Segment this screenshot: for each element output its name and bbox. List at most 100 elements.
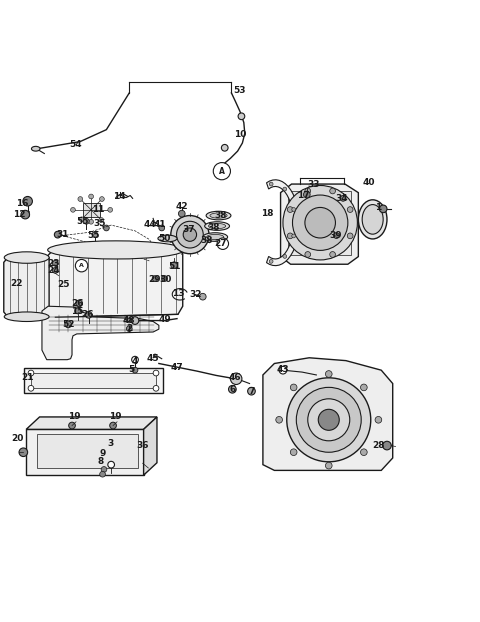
Text: 15: 15 bbox=[72, 307, 84, 317]
Text: 18: 18 bbox=[261, 209, 274, 218]
Bar bbox=[288, 191, 351, 254]
Circle shape bbox=[99, 197, 104, 202]
Text: 53: 53 bbox=[233, 86, 245, 95]
Text: 43: 43 bbox=[276, 364, 289, 374]
Circle shape bbox=[153, 386, 159, 391]
Text: 23: 23 bbox=[48, 259, 60, 268]
Ellipse shape bbox=[158, 235, 177, 242]
Circle shape bbox=[375, 417, 382, 423]
Circle shape bbox=[228, 386, 236, 393]
Circle shape bbox=[290, 449, 297, 455]
Circle shape bbox=[330, 188, 336, 194]
Text: 34: 34 bbox=[336, 194, 348, 203]
Circle shape bbox=[276, 417, 282, 423]
Text: 49: 49 bbox=[158, 315, 171, 324]
Text: 38: 38 bbox=[215, 211, 227, 220]
Circle shape bbox=[296, 388, 361, 452]
Circle shape bbox=[89, 220, 94, 224]
Polygon shape bbox=[42, 306, 159, 360]
Circle shape bbox=[99, 218, 104, 222]
Circle shape bbox=[171, 262, 178, 269]
Polygon shape bbox=[26, 429, 144, 475]
Text: 52: 52 bbox=[62, 320, 74, 329]
Text: 8: 8 bbox=[97, 457, 104, 466]
Circle shape bbox=[75, 308, 81, 314]
Circle shape bbox=[288, 207, 293, 213]
Bar bbox=[32, 373, 156, 388]
Circle shape bbox=[305, 208, 336, 238]
Circle shape bbox=[348, 233, 353, 239]
Text: 38: 38 bbox=[207, 223, 220, 232]
Circle shape bbox=[78, 197, 83, 202]
Text: 26: 26 bbox=[72, 299, 84, 308]
Ellipse shape bbox=[4, 252, 49, 263]
Ellipse shape bbox=[203, 233, 228, 241]
Circle shape bbox=[79, 217, 84, 221]
Circle shape bbox=[292, 234, 296, 238]
Text: 4: 4 bbox=[132, 356, 138, 366]
Circle shape bbox=[28, 370, 34, 376]
Circle shape bbox=[279, 366, 287, 374]
Text: 24: 24 bbox=[48, 266, 60, 275]
Polygon shape bbox=[281, 184, 359, 264]
Polygon shape bbox=[26, 417, 157, 429]
Ellipse shape bbox=[206, 211, 231, 220]
Circle shape bbox=[283, 187, 287, 191]
Text: 16: 16 bbox=[16, 198, 28, 208]
Circle shape bbox=[213, 162, 230, 180]
Ellipse shape bbox=[206, 234, 224, 239]
Circle shape bbox=[71, 208, 75, 212]
Text: 42: 42 bbox=[176, 203, 188, 211]
Circle shape bbox=[159, 225, 165, 231]
Text: 37: 37 bbox=[182, 225, 195, 234]
Circle shape bbox=[100, 471, 106, 477]
Ellipse shape bbox=[359, 200, 387, 239]
Text: 41: 41 bbox=[154, 220, 166, 229]
Text: 55: 55 bbox=[87, 231, 99, 240]
Text: 2: 2 bbox=[126, 324, 132, 333]
Circle shape bbox=[334, 233, 339, 238]
Circle shape bbox=[379, 205, 387, 213]
Text: A: A bbox=[79, 263, 84, 268]
Circle shape bbox=[340, 195, 346, 202]
Text: 33: 33 bbox=[308, 180, 320, 189]
Circle shape bbox=[199, 294, 206, 300]
Text: 17: 17 bbox=[297, 191, 310, 200]
Circle shape bbox=[76, 300, 83, 307]
Ellipse shape bbox=[4, 312, 49, 322]
Text: 19: 19 bbox=[108, 412, 121, 422]
Circle shape bbox=[383, 441, 391, 450]
Circle shape bbox=[23, 197, 33, 206]
Text: 55: 55 bbox=[76, 217, 89, 226]
Circle shape bbox=[360, 384, 367, 391]
Text: 7: 7 bbox=[248, 387, 255, 396]
Text: 11: 11 bbox=[92, 205, 104, 215]
Circle shape bbox=[179, 210, 185, 217]
Circle shape bbox=[108, 462, 115, 468]
Circle shape bbox=[52, 261, 58, 266]
Polygon shape bbox=[266, 180, 299, 266]
Circle shape bbox=[92, 232, 98, 238]
Polygon shape bbox=[48, 249, 183, 317]
Circle shape bbox=[54, 231, 61, 238]
Circle shape bbox=[110, 422, 116, 429]
Circle shape bbox=[21, 210, 30, 219]
Text: 30: 30 bbox=[159, 275, 171, 284]
Text: 40: 40 bbox=[362, 178, 375, 187]
Ellipse shape bbox=[32, 146, 40, 151]
Circle shape bbox=[283, 254, 287, 258]
Circle shape bbox=[132, 368, 138, 373]
Circle shape bbox=[288, 233, 293, 239]
Circle shape bbox=[217, 238, 228, 249]
Polygon shape bbox=[144, 417, 157, 475]
Ellipse shape bbox=[208, 223, 226, 229]
Text: 46: 46 bbox=[229, 373, 241, 383]
Text: 25: 25 bbox=[57, 280, 70, 289]
Text: 39: 39 bbox=[329, 231, 342, 240]
Circle shape bbox=[308, 399, 350, 441]
Circle shape bbox=[131, 317, 139, 324]
Bar bbox=[24, 368, 163, 393]
Ellipse shape bbox=[204, 222, 229, 230]
Circle shape bbox=[238, 113, 245, 119]
Ellipse shape bbox=[210, 213, 227, 218]
